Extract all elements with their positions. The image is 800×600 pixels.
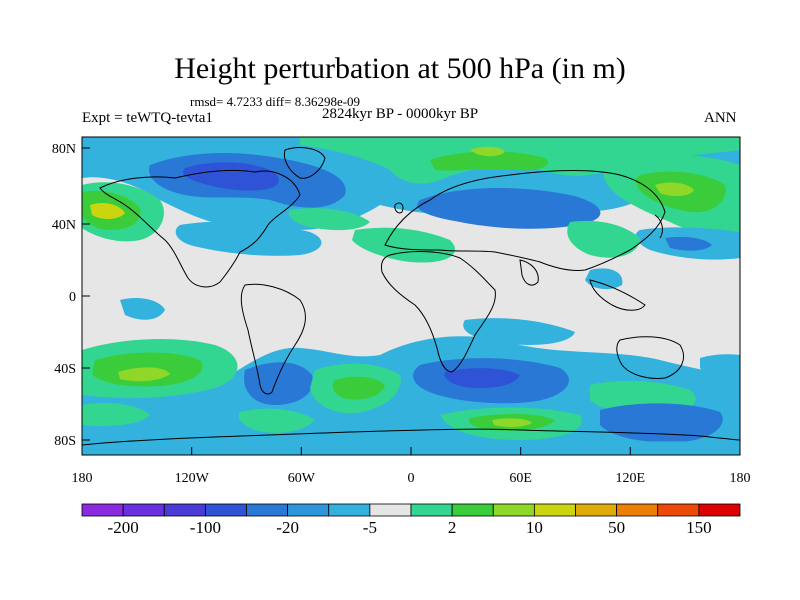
south-anomalies [82,336,740,455]
colorbar-swatch [246,503,289,517]
colorbar-label: -200 [108,518,139,537]
south-pacific-yellow-core [118,367,170,382]
coast-south-america [240,283,306,395]
coast-north-america [99,169,301,288]
rmsd-stats: rmsd= 4.7233 diff= 8.36298e-09 [190,94,361,109]
period-label: 2824kyr BP - 0000kyr BP [322,106,479,122]
coast-uk [394,202,404,214]
experiment-label: Expt = teWTQ-tevta1 [82,110,213,126]
colorbar-swatch [492,503,535,517]
coast-greenland [283,147,326,179]
coast-antarctica [82,428,740,446]
lon-tick-label: 120W [175,471,210,486]
colorbar-label: 10 [526,518,543,537]
south-indian-yellow-core [492,418,532,428]
coast-southeast-asia [589,279,646,311]
colorbar-swatch [287,503,330,517]
colorbar-swatch [575,503,618,517]
siberia-lime [430,151,549,171]
coast-eurasia [384,169,666,271]
lon-tick-label: 180 [730,471,751,486]
coastlines [82,147,740,446]
canada-dark-blue [183,162,279,191]
south-america-blue [244,362,314,405]
lon-tick-label: 60W [288,471,316,486]
axis-ticks: 80N 40N 0 40S 80S 180 120W 60W 0 60E 120E 180 [52,142,751,486]
lat-tick-label: 0 [69,290,76,305]
colorbar-label: -20 [276,518,299,537]
lon-tick-label: 60E [509,471,532,486]
colorbar-swatch [698,503,741,517]
colorbar-label: 150 [686,518,712,537]
colorbar-swatch [81,503,124,517]
far-east-blue [700,354,740,381]
colorbar-swatch [451,503,494,517]
east-asia-green [567,220,640,258]
coast-australia [616,336,684,379]
antarctic-green [238,408,315,433]
colorbar-swatch [204,503,247,517]
height-field [82,137,740,455]
north-pacific-yellow-core [655,182,694,197]
indian-ocean-pale [585,268,623,290]
atlantic-blue-band [175,221,322,256]
coast-india [519,259,539,286]
lat-tick-label: 40N [52,218,76,233]
lon-tick-label: 120E [616,471,646,486]
coast-africa [381,251,496,373]
colorbar-swatch [657,503,700,517]
tropical-pacific-pale [120,298,165,320]
colorbar-label: 2 [448,518,457,537]
colorbar-label: -100 [190,518,221,537]
colorbar-swatch [369,503,412,517]
colorbar-swatch [163,503,206,517]
colorbar-swatch [328,503,371,517]
north-anomalies [82,137,740,290]
tropical-anomalies [120,298,575,345]
eurasia-blue-low [417,188,601,229]
ne-pacific-orange-core [90,202,125,219]
colorbar-swatch [122,503,165,517]
lat-tick-label: 40S [54,362,76,377]
lon-tick-label: 0 [408,471,415,486]
colorbar-swatch [616,503,659,517]
colorbar-label: -5 [363,518,377,537]
lon-tick-label: 180 [72,471,93,486]
south-east-pacific-green [82,403,150,427]
arctic-yellow [470,146,505,157]
colorbar-swatch [533,503,576,517]
lat-tick-label: 80N [52,142,76,157]
colorbar-swatch [410,503,453,517]
south-atlantic-lime [332,376,385,400]
plot-title: Height perturbation at 500 hPa (in m) [174,52,626,85]
europe-green [352,227,456,263]
colorbar-label: 50 [608,518,625,537]
lat-tick-label: 80S [54,434,76,449]
antarctic-pale-strip [82,435,740,455]
indian-ocean-dark-blue [444,368,520,388]
mid-atlantic-green [288,208,370,231]
west-pacific-blue-core [665,236,712,251]
coast-japan [654,214,663,239]
colorbar: -200 -100 -20 -5 2 10 50 150 [81,503,741,537]
season-label: ANN [704,110,737,126]
tropical-indian-pale [463,318,575,345]
